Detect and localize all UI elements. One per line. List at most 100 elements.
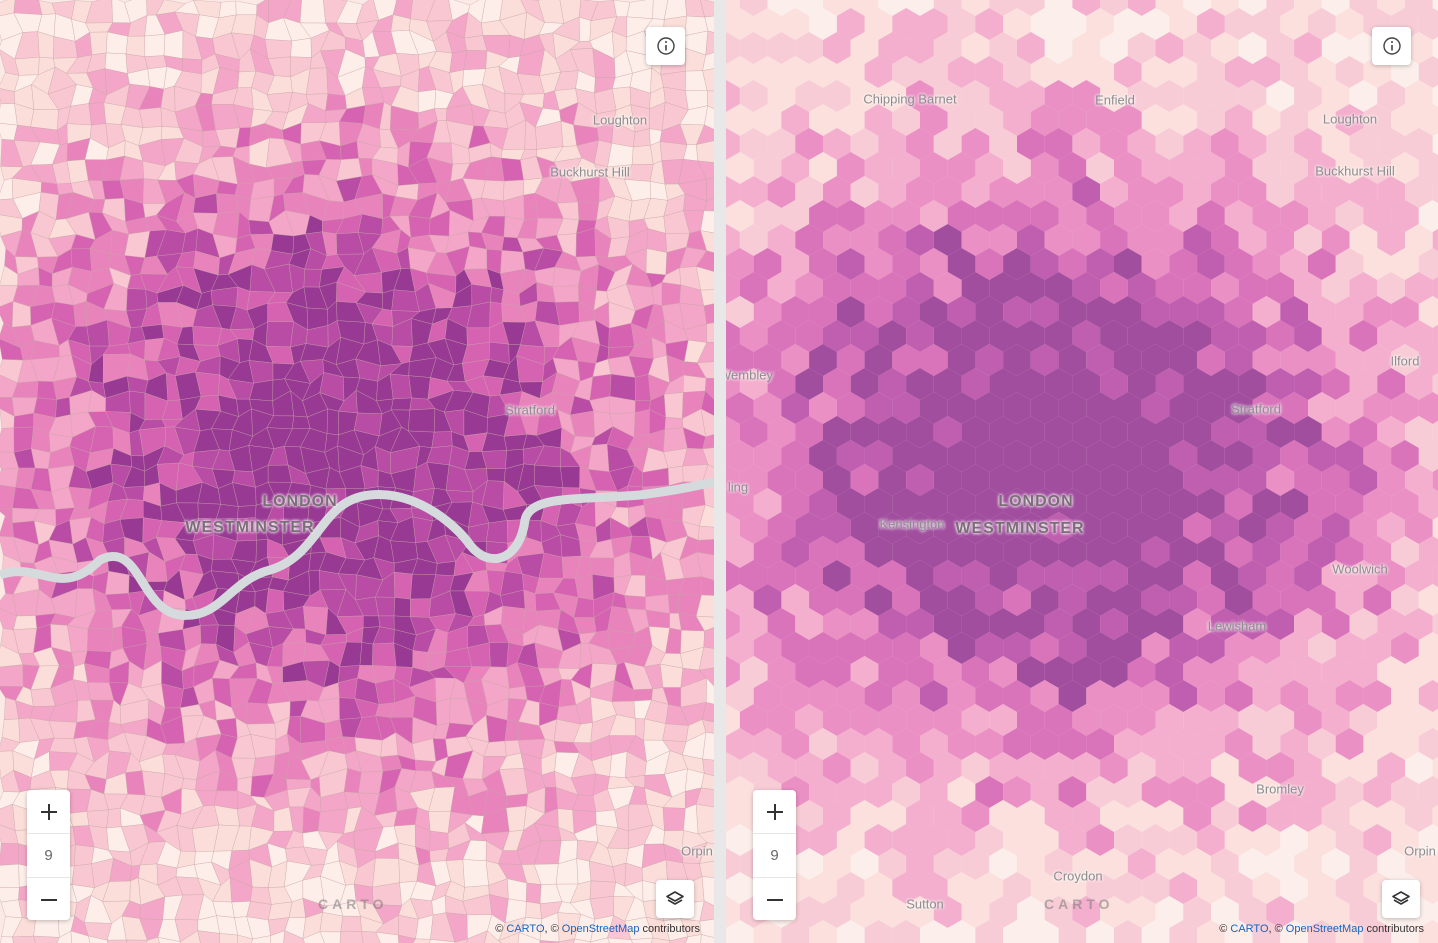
- hexagon: [1266, 848, 1295, 880]
- carto-link[interactable]: CARTO: [506, 923, 545, 935]
- place-label: Ilford: [1390, 353, 1420, 369]
- hexagon: [864, 56, 893, 88]
- hexagon: [1072, 0, 1101, 16]
- district: [408, 375, 431, 400]
- hexagon: [753, 680, 782, 712]
- hexagon: [850, 272, 879, 304]
- hexagon: [1072, 848, 1101, 880]
- hexagon: [975, 488, 1004, 520]
- district: [696, 539, 714, 556]
- hexagon: [892, 824, 920, 856]
- hexagon: [850, 800, 879, 832]
- hexagon: [1252, 440, 1281, 472]
- hexagon: [961, 848, 990, 880]
- hexagon: [726, 776, 754, 808]
- zoom-in[interactable]: [27, 790, 70, 834]
- hexagon: [795, 128, 823, 160]
- district: [0, 863, 20, 888]
- district: [667, 594, 679, 614]
- hexagon: [1086, 920, 1114, 943]
- hexagon: [864, 632, 893, 664]
- hexagon: [1321, 368, 1350, 400]
- hexagon: [975, 632, 1004, 664]
- hexagon: [781, 440, 810, 472]
- district: [431, 431, 453, 448]
- osm-link[interactable]: OpenStreetMap: [561, 923, 640, 935]
- hexagon: [726, 512, 740, 544]
- hexagon: [850, 80, 879, 112]
- zoom-out[interactable]: [753, 878, 796, 921]
- hexagon: [1266, 224, 1295, 256]
- district: [696, 552, 714, 581]
- hexagon: [1044, 512, 1073, 544]
- layers-button[interactable]: [1382, 880, 1420, 918]
- hexagon: [947, 344, 976, 376]
- hexagon: [1238, 464, 1267, 496]
- hexagon: [1058, 776, 1087, 808]
- hexagon: [975, 296, 1004, 328]
- zoom-control: 9: [753, 790, 796, 920]
- hexagon: [892, 488, 920, 520]
- hexagon: [823, 752, 851, 784]
- hexagon: [1266, 896, 1295, 928]
- hexagon: [1308, 200, 1336, 232]
- hexagon: [795, 752, 823, 784]
- hexagon: [781, 56, 810, 88]
- hexagon: [878, 416, 907, 448]
- district: [192, 326, 222, 346]
- district: [147, 66, 168, 90]
- hexagon: [850, 224, 879, 256]
- hexagon: [1141, 152, 1170, 184]
- hexagon: [739, 368, 768, 400]
- hexagon: [1405, 272, 1433, 304]
- zoom-in[interactable]: [753, 790, 796, 834]
- district: [683, 374, 707, 393]
- hexagon: [1044, 224, 1073, 256]
- hexagon: [1169, 152, 1198, 184]
- layers-button[interactable]: [656, 880, 694, 918]
- hexagon: [850, 752, 879, 784]
- hexagon: [1294, 752, 1322, 784]
- carto-link[interactable]: CARTO: [1230, 923, 1269, 935]
- osm-link[interactable]: OpenStreetMap: [1285, 923, 1364, 935]
- district: [0, 936, 14, 943]
- district: [412, 938, 431, 943]
- hexagon: [781, 104, 810, 136]
- hexagon: [989, 800, 1017, 832]
- hexagon: [1252, 104, 1281, 136]
- hexagon: [1155, 800, 1184, 832]
- hexagon: [1252, 392, 1281, 424]
- hexagon: [1141, 440, 1170, 472]
- hexagon: [1321, 224, 1350, 256]
- hexagon: [1141, 392, 1170, 424]
- hexagon: [864, 680, 893, 712]
- district: [664, 392, 684, 419]
- hexagon: [1432, 0, 1438, 12]
- hexagon: [1086, 104, 1114, 136]
- hexagon: [1100, 656, 1128, 688]
- hexagon: [961, 800, 990, 832]
- hexagon: [726, 848, 740, 880]
- hexagon: [726, 128, 740, 160]
- hexagon: [989, 656, 1017, 688]
- info-button[interactable]: [1372, 27, 1411, 65]
- hexagon: [1308, 920, 1336, 943]
- hexagon: [961, 320, 990, 352]
- hexagon: [1141, 296, 1170, 328]
- info-button[interactable]: [646, 27, 685, 65]
- zoom-out[interactable]: [27, 878, 70, 921]
- carto-logo: CARTO: [318, 896, 388, 912]
- district: [588, 443, 610, 472]
- hexagon: [1072, 80, 1101, 112]
- hexagon: [1266, 752, 1295, 784]
- district: [662, 723, 689, 743]
- hexagon: [1044, 80, 1073, 112]
- hexagon: [975, 680, 1004, 712]
- hexagon: [989, 224, 1017, 256]
- hexagon: [1003, 920, 1031, 943]
- hexagon: [767, 368, 796, 400]
- hexagon: [920, 392, 948, 424]
- hexagon: [1321, 704, 1350, 736]
- hexagon: [1418, 584, 1438, 616]
- hexagon: [1308, 152, 1336, 184]
